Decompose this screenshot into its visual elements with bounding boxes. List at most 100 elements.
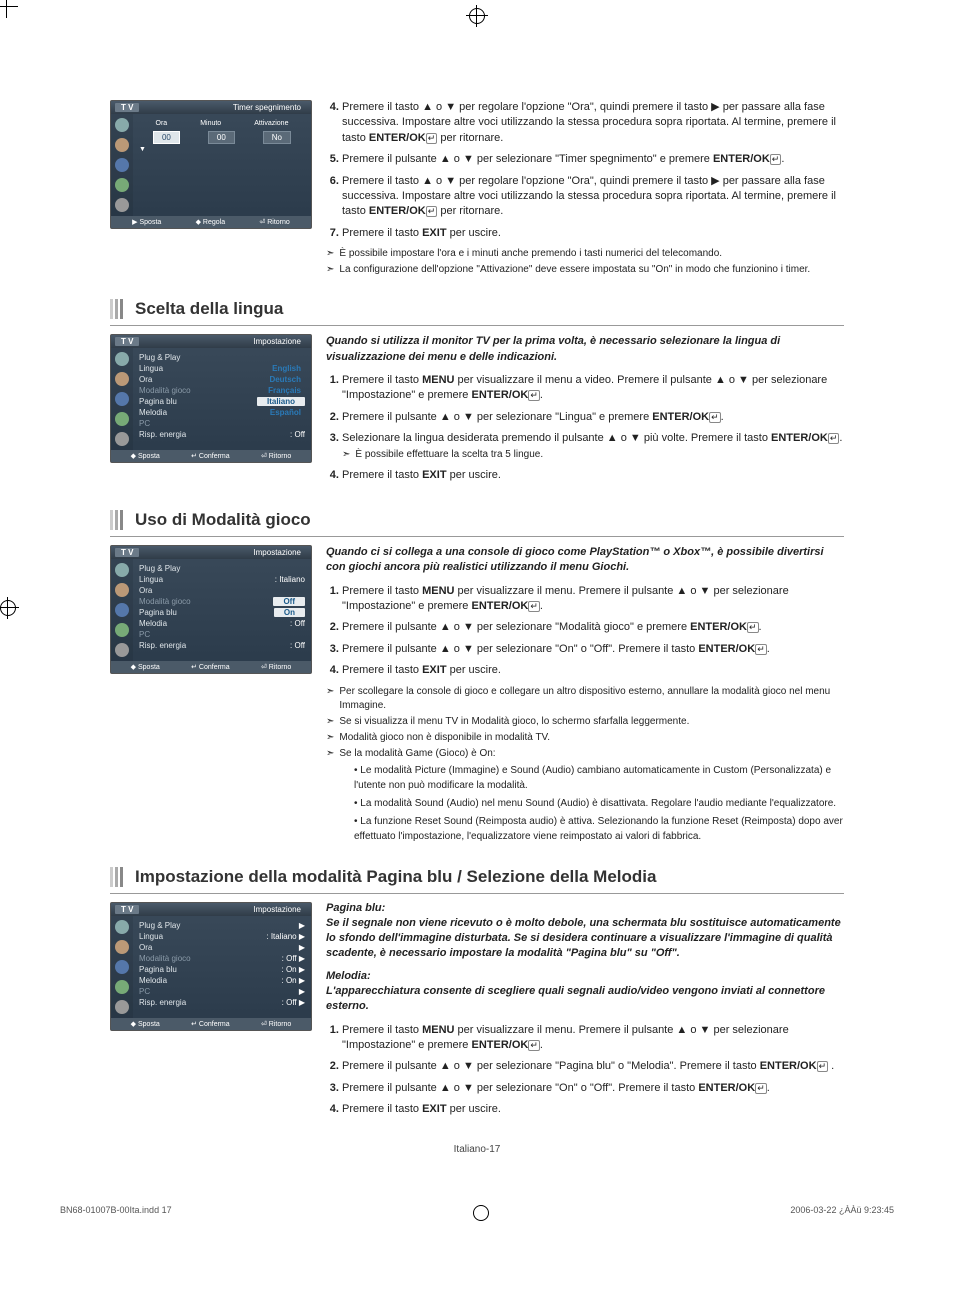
menu-line: Melodia: Off bbox=[139, 618, 305, 629]
note: ➣Se la modalità Game (Gioco) è On: bbox=[326, 747, 844, 761]
note: ➣Modalità gioco non è disponibile in mod… bbox=[326, 731, 844, 745]
tv-label: T V bbox=[115, 905, 139, 914]
menu-line: Pagina bluOn bbox=[139, 607, 305, 618]
enter-icon: ↵ bbox=[528, 601, 540, 612]
section-intro: Quando si utilizza il monitor TV per la … bbox=[326, 334, 844, 365]
footer-file: BN68-01007B-00Ita.indd 17 bbox=[60, 1205, 172, 1221]
menu-icon bbox=[115, 372, 129, 386]
step: Premere il tasto EXIT per uscire. bbox=[342, 1102, 844, 1117]
blue-steps: Premere il tasto MENU per visualizzare i… bbox=[326, 1023, 844, 1118]
menu-line: Risp. energia: Off bbox=[139, 429, 305, 440]
menu-icon bbox=[115, 432, 129, 446]
enter-icon: ↵ bbox=[817, 1061, 829, 1072]
step: Premere il pulsante ▲ o ▼ per selezionar… bbox=[342, 620, 844, 635]
sub-note: ➣È possibile effettuare la scelta tra 5 … bbox=[342, 448, 844, 462]
menu-icon bbox=[115, 392, 129, 406]
menu-title: Impostazione bbox=[139, 905, 307, 914]
step: Premere il tasto EXIT per uscire. bbox=[342, 468, 844, 483]
menu-icon bbox=[115, 603, 129, 617]
print-footer: BN68-01007B-00Ita.indd 17 2006-03-22 ¿ÀÀ… bbox=[50, 1205, 904, 1221]
section-rule bbox=[110, 893, 844, 894]
menu-icon bbox=[115, 352, 129, 366]
section-heading-lang: Scelta della lingua bbox=[110, 299, 844, 319]
menu-line: PC bbox=[139, 418, 305, 429]
menu-icon bbox=[115, 940, 129, 954]
menu-line: PC bbox=[139, 629, 305, 640]
menu-line: Risp. energia: Off bbox=[139, 640, 305, 651]
timer-steps: Premere il tasto ▲ o ▼ per regolare l'op… bbox=[326, 100, 844, 241]
col-attivazione: Attivazione bbox=[254, 120, 288, 127]
enter-icon: ↵ bbox=[709, 412, 721, 423]
section-intro: Quando ci si collega a una console di gi… bbox=[326, 545, 844, 576]
footer-conferma: ↵ Conferma bbox=[191, 452, 230, 460]
step: Premere il tasto ▲ o ▼ per regolare l'op… bbox=[342, 174, 844, 220]
enter-icon: ↵ bbox=[426, 133, 438, 144]
menu-line: Modalità giocoOff bbox=[139, 596, 305, 607]
menu-line: PC▶ bbox=[139, 986, 305, 997]
note: ➣È possibile impostare l'ora e i minuti … bbox=[326, 247, 844, 261]
footer-sposta: ◆ Sposta bbox=[131, 452, 160, 460]
footer-sposta: ◆ Sposta bbox=[131, 1020, 160, 1028]
enter-icon: ↵ bbox=[747, 622, 759, 633]
intro-melodia: L'apparecchiatura consente di scegliere … bbox=[326, 984, 844, 1015]
blue-menu-screenshot: T V Impostazione Plug & Play▶Lingua: Ita… bbox=[110, 902, 310, 1031]
menu-icon bbox=[115, 643, 129, 657]
enter-icon: ↵ bbox=[828, 433, 840, 444]
footer-ritorno: ⏎ Ritorno bbox=[261, 452, 291, 460]
footer-sposta: ▶ Sposta bbox=[132, 218, 161, 226]
menu-icon bbox=[115, 138, 129, 152]
footer-ritorno: ⏎ Ritorno bbox=[261, 663, 291, 671]
menu-line: Plug & Play▶ bbox=[139, 920, 305, 931]
label-pagina-blu: Pagina blu: bbox=[326, 902, 844, 914]
menu-line: OraDeutsch bbox=[139, 374, 305, 385]
footer-sposta: ◆ Sposta bbox=[131, 663, 160, 671]
menu-line: Lingua: Italiano bbox=[139, 574, 305, 585]
section-timer-row: T V Timer spegnimento Ora Minuto Attivaz… bbox=[110, 100, 844, 279]
step: Premere il tasto EXIT per uscire. bbox=[342, 663, 844, 678]
note: ➣Se si visualizza il menu TV in Modalità… bbox=[326, 715, 844, 729]
step: Premere il tasto MENU per visualizzare i… bbox=[342, 373, 844, 404]
game-bullets: • Le modalità Picture (Immagine) e Sound… bbox=[326, 763, 844, 844]
enter-icon: ↵ bbox=[528, 1040, 540, 1051]
val-minuto: 00 bbox=[208, 131, 235, 144]
tv-label: T V bbox=[115, 337, 139, 346]
footer-conferma: ↵ Conferma bbox=[191, 1020, 230, 1028]
page: T V Timer spegnimento Ora Minuto Attivaz… bbox=[50, 60, 904, 1185]
enter-icon: ↵ bbox=[528, 390, 540, 401]
step: Premere il tasto EXIT per uscire. bbox=[342, 226, 844, 241]
menu-title: Timer spegnimento bbox=[139, 103, 307, 112]
enter-icon: ↵ bbox=[755, 644, 767, 655]
enter-icon: ↵ bbox=[770, 154, 782, 165]
menu-icon bbox=[115, 583, 129, 597]
step: Premere il tasto MENU per visualizzare i… bbox=[342, 584, 844, 615]
menu-line: MelodiaEspañol bbox=[139, 407, 305, 418]
step: Selezionare la lingua desiderata premend… bbox=[342, 431, 844, 462]
val-ora: 00 bbox=[153, 131, 180, 144]
menu-line: Modalità gioco: Off ▶ bbox=[139, 953, 305, 964]
footer-regola: ◆ Regola bbox=[196, 218, 226, 226]
menu-line: LinguaEnglish bbox=[139, 363, 305, 374]
section-rule bbox=[110, 536, 844, 537]
step: Premere il pulsante ▲ o ▼ per selezionar… bbox=[342, 642, 844, 657]
menu-line: Ora bbox=[139, 585, 305, 596]
menu-line: Plug & Play bbox=[139, 352, 305, 363]
menu-line: Lingua: Italiano ▶ bbox=[139, 931, 305, 942]
footer-ritorno: ⏎ Ritorno bbox=[259, 218, 289, 226]
menu-line: Risp. energia: Off ▶ bbox=[139, 997, 305, 1008]
menu-icon bbox=[115, 980, 129, 994]
menu-line: Pagina bluItaliano bbox=[139, 396, 305, 407]
menu-icon bbox=[115, 960, 129, 974]
enter-icon: ↵ bbox=[755, 1083, 767, 1094]
menu-line: Plug & Play bbox=[139, 563, 305, 574]
enter-icon: ↵ bbox=[426, 206, 438, 217]
section-heading-game: Uso di Modalità gioco bbox=[110, 510, 844, 530]
menu-icon bbox=[115, 178, 129, 192]
menu-icon bbox=[115, 1000, 129, 1014]
footer-ritorno: ⏎ Ritorno bbox=[261, 1020, 291, 1028]
menu-icon bbox=[115, 158, 129, 172]
step: Premere il pulsante ▲ o ▼ per selezionar… bbox=[342, 1081, 844, 1096]
col-minuto: Minuto bbox=[200, 120, 221, 127]
registration-mark-top bbox=[469, 8, 485, 24]
step: Premere il pulsante ▲ o ▼ per selezionar… bbox=[342, 410, 844, 425]
section-heading-blue: Impostazione della modalità Pagina blu /… bbox=[110, 867, 844, 887]
